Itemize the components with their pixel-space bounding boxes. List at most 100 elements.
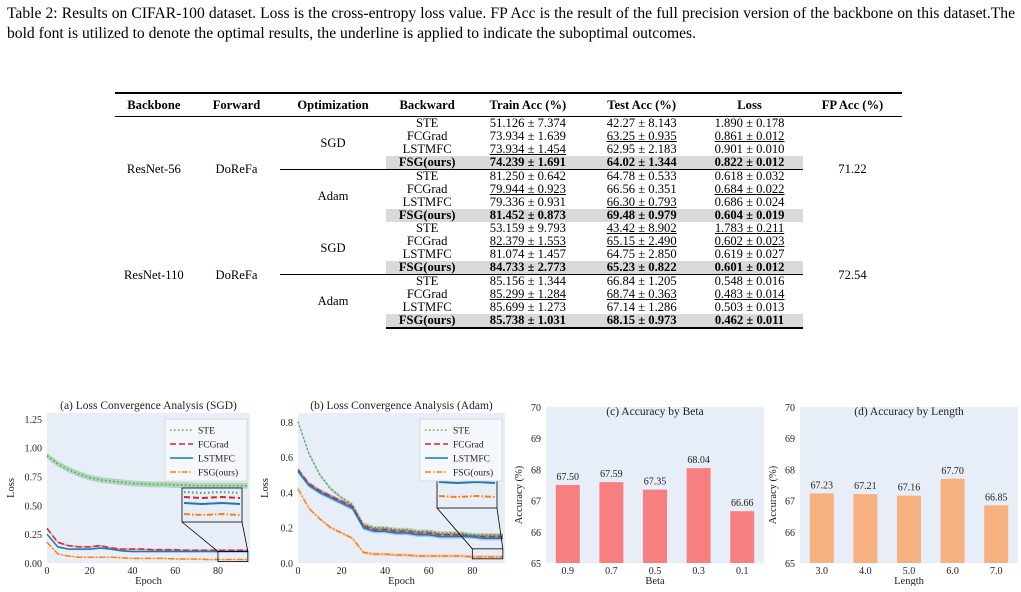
cell-value: 43.42 ± 8.902 — [587, 222, 696, 235]
y-tick-label: 0.0 — [281, 559, 294, 570]
cell-value: 0.462 ± 0.011 — [696, 313, 803, 329]
cell-backward: LSTMFC — [402, 195, 452, 209]
x-tick-label: 60 — [170, 566, 180, 577]
y-tick-label: 0.50 — [25, 501, 43, 512]
y-tick-label: 0.8 — [281, 418, 294, 429]
y-tick-label: 66 — [785, 528, 795, 539]
cell-value: 64.02 ± 1.344 — [587, 155, 697, 170]
cell-value: 67.14 ± 1.286 — [587, 301, 696, 314]
cell-fp-acc: 71.22 — [838, 162, 867, 176]
x-tick-label: 20 — [85, 566, 95, 577]
y-axis-label: Loss — [260, 478, 271, 498]
cell-value: 42.27 ± 8.143 — [587, 117, 696, 131]
cell-value: 0.604 ± 0.019 — [696, 209, 803, 222]
cell-value-text: 63.25 ± 0.935 — [606, 129, 677, 143]
chart-title: (b) Loss Convergence Analysis (Adam) — [310, 400, 493, 412]
cell-value: 1.783 ± 0.211 — [696, 222, 803, 235]
cell-fp-acc: 72.54 — [838, 267, 867, 282]
cell-backward: STE — [415, 221, 439, 235]
bar-value-label: 66.85 — [985, 492, 1008, 503]
cell-backward: FSG(ours) — [385, 156, 469, 170]
y-tick-label: 0.00 — [25, 559, 43, 570]
table-row: FSG(ours) 81.452 ± 0.873 69.48 ± 0.979 0.60… — [115, 209, 902, 222]
cell-value: 74.239 ± 1.691 — [468, 156, 588, 170]
bar-value-label: 67.70 — [941, 466, 964, 477]
y-axis-label: Loss — [6, 478, 17, 498]
x-tick-label: 0.9 — [562, 566, 575, 577]
cell-value-text: 51.126 ± 7.374 — [489, 116, 566, 130]
y-tick-label: 67 — [531, 497, 541, 508]
cell-value-text: 0.503 ± 0.013 — [714, 300, 785, 314]
table-row: FCGrad 85.299 ± 1.284 68.74 ± 0.363 0.483 ±… — [115, 288, 902, 301]
cell-value-text: 68.15 ± 0.973 — [606, 313, 677, 327]
bar-value-label: 67.21 — [854, 481, 877, 492]
bar — [686, 468, 711, 563]
cell-backward: LSTMFC — [402, 300, 452, 314]
cell-backward: LSTMFC — [402, 142, 452, 156]
cell-value: 0.483 ± 0.014 — [696, 288, 803, 301]
cell-value: 0.548 ± 0.016 — [696, 275, 803, 289]
x-tick-label: 5.0 — [903, 566, 916, 577]
cell-value-text: 0.901 ± 0.010 — [714, 142, 785, 156]
cell-value: 64.75 ± 2.850 — [587, 248, 696, 261]
table-row: ResNet-110 DoReFa SGD STE 53.159 ± 9.793 43.4… — [115, 221, 902, 282]
cell-value-text: 0.822 ± 0.012 — [714, 155, 785, 169]
x-tick-label: 20 — [337, 566, 347, 577]
y-tick-label: 68 — [531, 465, 541, 476]
x-tick-label: 80 — [467, 566, 477, 577]
inset-line — [438, 480, 496, 485]
cell-value-text: 64.75 ± 2.850 — [606, 247, 677, 261]
cell-optimization: SGD — [280, 222, 386, 275]
cell-backward: FSG(ours) — [385, 261, 469, 275]
legend-label: FSG(ours) — [453, 468, 493, 479]
series-line — [297, 470, 503, 540]
table-row: ResNet-56 DoReFa SGD STE 51.126 ± 7.374 42.27… — [115, 116, 902, 175]
cell-value-text: 0.483 ± 0.014 — [714, 287, 785, 301]
x-axis-label: Length — [894, 576, 924, 586]
inset-line — [183, 501, 241, 506]
cell-value-text: 0.462 ± 0.011 — [714, 313, 785, 327]
x-tick-label: 4.0 — [859, 566, 872, 577]
table-row: Adam STE 85.156 ± 1.344 66.84 ± 1.205 0.548 … — [115, 275, 902, 308]
cell-value-text: 62.95 ± 2.183 — [606, 142, 677, 156]
cell-value-text: 85.699 ± 1.273 — [489, 300, 566, 314]
table-group: ResNet-110 DoReFa SGD STE 53.159 ± 9.793 43.4… — [115, 221, 902, 329]
zoom-connector — [181, 521, 219, 552]
zoom-region — [217, 551, 249, 562]
header-backbone: Backbone — [115, 92, 193, 117]
y-tick-label: 65 — [785, 559, 795, 570]
cell-value-text: 1.890 ± 0.178 — [714, 116, 785, 130]
chart-accuracy-length: (d) Accuracy by Length 65 66 67 68 69 70 67.23 3… — [768, 403, 1018, 586]
cell-value: 68.74 ± 0.363 — [587, 288, 696, 301]
cell-value: 81.250 ± 0.642 — [469, 170, 588, 184]
cell-value-text: 64.02 ± 1.344 — [606, 155, 677, 169]
cell-forward: DoReFa — [215, 162, 258, 176]
x-tick-label: 80 — [213, 566, 223, 577]
y-tick-label: 1.00 — [25, 444, 43, 455]
cell-value: 64.78 ± 0.533 — [587, 170, 696, 184]
x-tick-label: 40 — [127, 566, 137, 577]
y-axis-label: Accuracy (%) — [768, 465, 779, 524]
y-tick-label: 70 — [531, 403, 541, 414]
x-tick-label: 0.5 — [649, 566, 662, 577]
legend-label: STE — [453, 427, 470, 437]
cell-value: 79.336 ± 0.931 — [469, 196, 588, 209]
cell-value-text: 81.452 ± 0.873 — [489, 208, 566, 222]
cell-value: 84.733 ± 2.773 — [468, 261, 588, 275]
inset-box — [181, 487, 243, 523]
cell-value: 1.890 ± 0.178 — [696, 117, 803, 131]
series-line — [297, 421, 503, 536]
cell-value: 53.159 ± 9.793 — [469, 222, 588, 235]
x-axis-label: Epoch — [388, 576, 416, 586]
header-optimization: Optimization — [280, 92, 386, 117]
cell-backward: FCGrad — [406, 287, 448, 301]
cell-value: 85.738 ± 1.031 — [468, 314, 588, 329]
cell-value: 0.861 ± 0.012 — [696, 130, 803, 143]
series-line — [46, 541, 248, 561]
table-caption: Table 2: Results on CIFAR-100 dataset. L… — [7, 5, 1015, 42]
x-tick-label: 6.0 — [946, 566, 959, 577]
cell-backward: STE — [415, 116, 439, 130]
header-loss: Loss — [696, 92, 803, 117]
cell-value-text: 66.56 ± 0.351 — [606, 182, 677, 196]
y-tick-label: 68 — [785, 465, 795, 476]
